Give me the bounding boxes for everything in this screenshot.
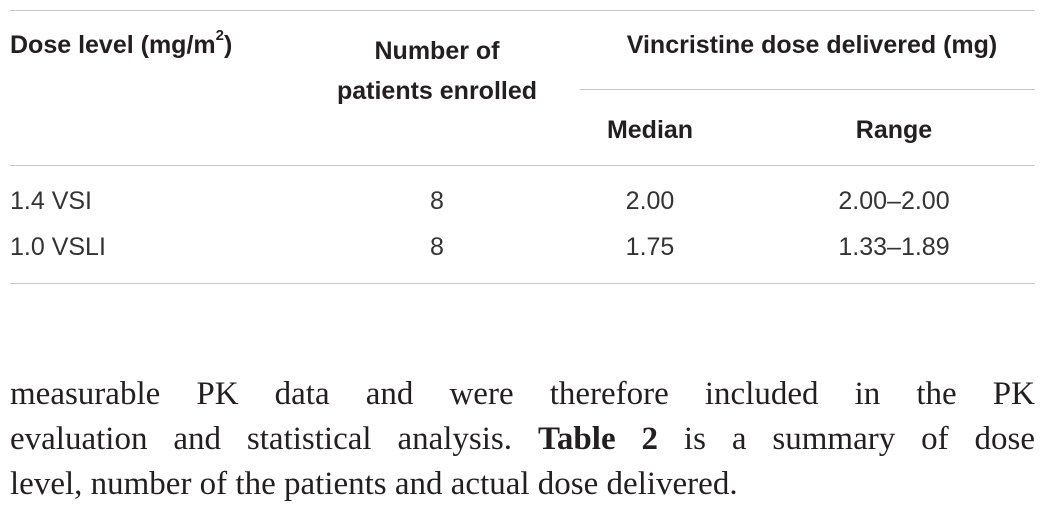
header-dose-level: Dose level (mg/m2) [10, 27, 233, 60]
header-superscript: 2 [215, 27, 224, 44]
paragraph-line: measurable PK data and were therefore in… [10, 372, 1035, 417]
paragraph-line: level, number of the patients and actual… [10, 462, 1035, 507]
cell: 2.00–2.00 [838, 187, 950, 215]
table-top-rule [10, 10, 1035, 11]
table-bottom-rule [10, 283, 1035, 284]
header-sub-rule [580, 89, 1035, 90]
text: evaluation and statistical analysis. [10, 421, 538, 457]
paragraph-line: evaluation and statistical analysis. Tab… [10, 417, 1035, 462]
text: is a summary of dose [658, 421, 1035, 457]
text: level, number of the patients and actual… [10, 466, 738, 502]
header-patients: Number of patients enrolled [337, 31, 537, 111]
header-median: Median [606, 116, 694, 144]
paragraph: measurable PK data and were therefore in… [10, 372, 1035, 507]
cell: 1.0 VSLI [10, 233, 106, 261]
cell: 8 [430, 233, 444, 261]
header-text: Number of [374, 37, 500, 65]
header-text: Dose level (mg/m [10, 31, 216, 59]
text: measurable PK data and were therefore in… [10, 376, 1035, 412]
cell: 1.33–1.89 [838, 233, 950, 261]
table-reference: Table 2 [537, 421, 658, 457]
cell: 2.00 [625, 187, 675, 215]
header-text: patients enrolled [336, 77, 538, 105]
cell: 1.75 [625, 233, 675, 261]
header-text: ) [223, 31, 233, 59]
header-dose-delivered: Vincristine dose delivered (mg) [626, 31, 998, 59]
cell: 1.4 VSI [10, 187, 92, 215]
header-bottom-rule [10, 165, 1035, 166]
cell: 8 [430, 187, 444, 215]
header-range: Range [855, 116, 933, 144]
